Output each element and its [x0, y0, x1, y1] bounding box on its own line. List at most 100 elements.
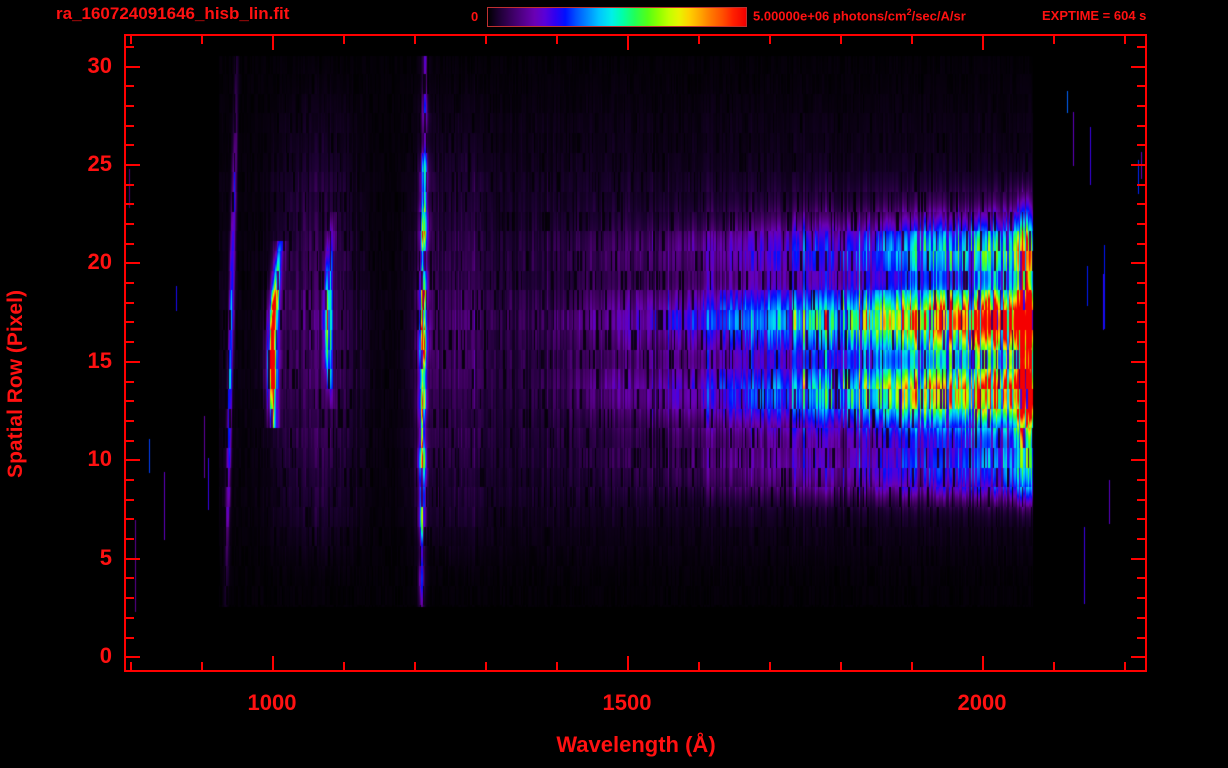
y-tick-right-28	[1137, 105, 1145, 107]
x-tick-2100	[1053, 662, 1055, 670]
x-tick-top-2200	[1124, 36, 1126, 44]
y-tick-label-20: 20	[87, 249, 112, 274]
colorbar-max-label: 5.00000e+06 photons/cm2/sec/A/sr	[753, 7, 966, 23]
y-tick-right-25	[1131, 164, 1145, 166]
x-tick-top-1900	[911, 36, 913, 44]
y-tick-15	[126, 361, 140, 363]
x-tick-1200	[414, 662, 416, 670]
y-tick-right-30	[1131, 66, 1145, 68]
y-tick-30	[126, 66, 140, 68]
x-tick-top-1700	[769, 36, 771, 44]
y-tick-28	[126, 105, 134, 107]
y-tick-right-22	[1137, 223, 1145, 225]
y-tick-0	[126, 656, 140, 658]
y-tick-right-1	[1137, 637, 1145, 639]
y-tick-right-6	[1137, 538, 1145, 540]
y-tick-right-10	[1131, 459, 1145, 461]
y-tick-29	[126, 85, 134, 87]
y-tick-right-2	[1137, 617, 1145, 619]
x-tick-1600	[698, 662, 700, 670]
y-tick-25	[126, 164, 140, 166]
y-tick-18	[126, 302, 134, 304]
y-tick-right-16	[1137, 341, 1145, 343]
y-tick-right-13	[1137, 400, 1145, 402]
y-tick-right-4	[1137, 577, 1145, 579]
x-tick-top-1400	[556, 36, 558, 44]
y-tick-right-0	[1131, 656, 1145, 658]
x-tick-top-800	[130, 36, 132, 44]
y-tick-label-0: 0	[99, 643, 112, 668]
y-tick-right-29	[1137, 85, 1145, 87]
y-tick-right-23	[1137, 203, 1145, 205]
x-tick-1900	[911, 662, 913, 670]
y-tick-9	[126, 479, 134, 481]
y-tick-10	[126, 459, 140, 461]
spectrogram-image	[126, 36, 1145, 670]
colorbar-gradient	[487, 7, 747, 27]
y-tick-right-24	[1137, 184, 1145, 186]
y-tick-2	[126, 617, 134, 619]
y-tick-22	[126, 223, 134, 225]
x-tick-1400	[556, 662, 558, 670]
x-tick-2000	[982, 656, 984, 670]
y-tick-4	[126, 577, 134, 579]
y-tick-8	[126, 499, 134, 501]
y-tick-3	[126, 597, 134, 599]
y-tick-right-26	[1137, 144, 1145, 146]
colorbar-max-exponent: 2	[906, 7, 912, 17]
x-tick-1500	[627, 656, 629, 670]
y-tick-right-11	[1137, 440, 1145, 442]
y-tick-right-21	[1137, 243, 1145, 245]
x-tick-1100	[343, 662, 345, 670]
y-tick-right-15	[1131, 361, 1145, 363]
x-tick-top-1200	[414, 36, 416, 44]
y-tick-5	[126, 558, 140, 560]
y-tick-right-18	[1137, 302, 1145, 304]
y-tick-right-8	[1137, 499, 1145, 501]
page-title: ra_160724091646_hisb_lin.fit	[56, 4, 290, 23]
x-tick-1800	[840, 662, 842, 670]
y-tick-right-7	[1137, 518, 1145, 520]
y-tick-16	[126, 341, 134, 343]
y-tick-right-12	[1137, 420, 1145, 422]
x-tick-800	[130, 662, 132, 670]
x-tick-label-1500: 1500	[602, 690, 652, 715]
y-tick-26	[126, 144, 134, 146]
y-tick-right-5	[1131, 558, 1145, 560]
y-tick-21	[126, 243, 134, 245]
plot-area	[126, 36, 1145, 670]
x-tick-900	[201, 662, 203, 670]
y-tick-6	[126, 538, 134, 540]
y-tick-12	[126, 420, 134, 422]
y-tick-7	[126, 518, 134, 520]
y-tick-label-30: 30	[87, 53, 112, 78]
y-axis-title: Spatial Row (Pixel)	[4, 290, 27, 478]
y-tick-24	[126, 184, 134, 186]
y-tick-label-5: 5	[99, 545, 112, 570]
x-tick-top-2100	[1053, 36, 1055, 44]
exptime-label: EXPTIME = 604 s	[1042, 8, 1147, 23]
x-tick-2200	[1124, 662, 1126, 670]
x-axis-title: Wavelength (Å)	[556, 732, 716, 757]
y-tick-label-25: 25	[87, 151, 112, 176]
y-tick-27	[126, 125, 134, 127]
x-tick-top-1300	[485, 36, 487, 44]
x-tick-top-1800	[840, 36, 842, 44]
x-tick-top-900	[201, 36, 203, 44]
x-tick-1000	[272, 656, 274, 670]
y-tick-right-19	[1137, 282, 1145, 284]
x-tick-label-2000: 2000	[957, 690, 1007, 715]
y-tick-31	[126, 46, 134, 48]
y-tick-label-15: 15	[87, 348, 112, 373]
plot-frame	[124, 34, 1147, 672]
x-tick-top-2000	[982, 36, 984, 50]
colorbar-min-label: 0	[471, 9, 479, 24]
y-tick-14	[126, 381, 134, 383]
y-tick-right-20	[1131, 262, 1145, 264]
x-tick-top-1100	[343, 36, 345, 44]
y-tick-13	[126, 400, 134, 402]
y-tick-label-10: 10	[87, 446, 112, 471]
y-tick-20	[126, 262, 140, 264]
colorbar-max-units: /sec/A/sr	[911, 8, 966, 24]
y-tick-right-31	[1137, 46, 1145, 48]
